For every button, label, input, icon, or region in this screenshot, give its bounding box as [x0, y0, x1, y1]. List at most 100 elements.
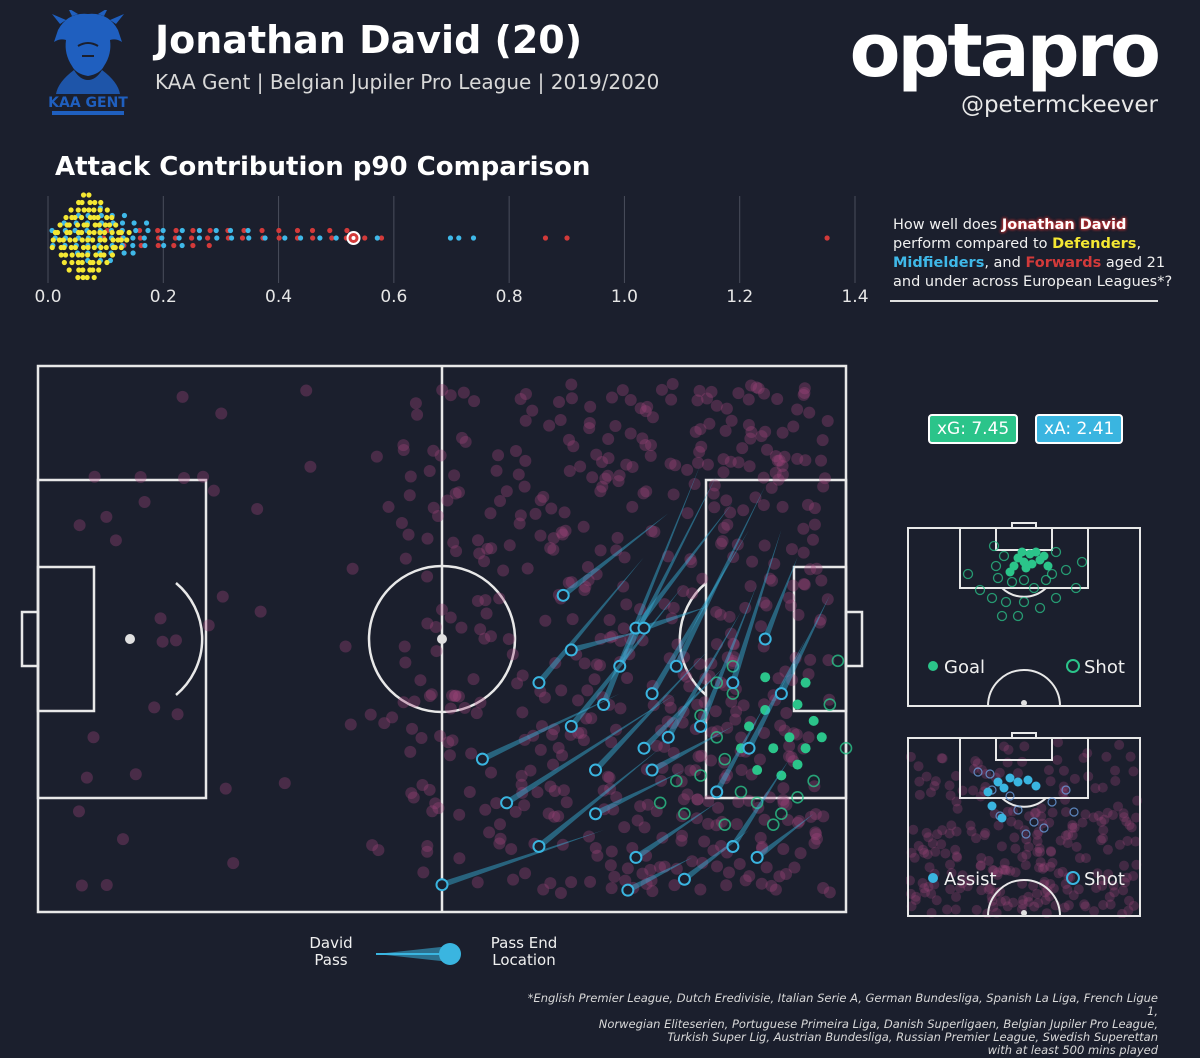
swarm-point — [190, 227, 196, 234]
mini-touch-point — [975, 860, 986, 871]
touch-point — [666, 716, 679, 729]
goal-point — [776, 770, 787, 781]
touch-point — [667, 746, 680, 759]
swarm-point — [124, 237, 130, 243]
touch-point — [395, 516, 408, 529]
mini-touch-point — [996, 841, 1007, 852]
touch-point — [694, 423, 707, 436]
tick-label: 0.8 — [496, 287, 523, 307]
divider — [890, 300, 1158, 302]
mini-assist-point — [997, 813, 1007, 823]
touch-point — [720, 494, 733, 507]
touch-point — [612, 475, 625, 488]
touch-point — [641, 400, 654, 413]
touch-point — [730, 705, 743, 718]
mini-touch-point — [1045, 861, 1056, 872]
touch-point — [484, 507, 497, 520]
mini-touch-point — [1034, 846, 1045, 857]
touch-point — [644, 439, 657, 452]
touch-point — [109, 534, 122, 547]
touch-point — [755, 620, 768, 633]
swarm-point — [91, 229, 97, 236]
mini-touch-point — [1057, 866, 1068, 877]
mini-touch-point — [1034, 843, 1045, 854]
mini-assist-point — [1005, 773, 1015, 783]
mini-touch-point — [921, 827, 932, 838]
touch-point — [608, 870, 621, 883]
touch-point — [617, 580, 630, 593]
swarm-point — [131, 220, 137, 226]
touch-point — [636, 432, 649, 445]
touch-point — [492, 449, 505, 462]
touch-point — [823, 886, 836, 899]
mini-touch-point — [1068, 890, 1079, 901]
touch-point — [72, 805, 85, 818]
touch-point — [594, 485, 607, 498]
mini-touch-point — [923, 881, 934, 892]
touch-point — [596, 480, 609, 493]
pass-line — [561, 513, 669, 598]
pass-end-point — [694, 719, 708, 733]
mini-touch-point — [1055, 835, 1066, 846]
touch-point — [590, 658, 603, 671]
pass-end-point — [710, 785, 724, 799]
touch-point — [714, 608, 727, 621]
mini-touch-point — [945, 859, 956, 870]
mini-touch-point — [1036, 811, 1047, 822]
pass-line — [755, 813, 814, 860]
mini-touch-point — [924, 862, 935, 873]
touch-point — [604, 859, 617, 872]
swarm-point — [104, 214, 110, 221]
touch-point — [681, 507, 694, 520]
touch-point — [596, 456, 609, 469]
touch-point — [575, 726, 588, 739]
touch-point — [512, 468, 525, 481]
touch-point — [669, 459, 682, 472]
touch-point — [432, 510, 445, 523]
touch-point — [821, 414, 834, 427]
swarm-point — [196, 235, 203, 241]
touch-point — [705, 657, 718, 670]
touch-point — [759, 425, 772, 438]
touch-point — [427, 501, 440, 514]
pass-end-point — [637, 741, 651, 755]
touch-point — [813, 616, 826, 629]
touch-point — [366, 839, 379, 852]
question-part: , and — [984, 255, 1026, 271]
swarm-point — [81, 207, 87, 213]
touch-point — [483, 826, 496, 839]
page-title: Jonathan David (20) — [155, 18, 583, 62]
touch-point — [717, 453, 730, 466]
goal-point — [808, 715, 819, 726]
mini-touch-point — [1113, 801, 1124, 812]
pass-line — [714, 704, 766, 794]
touch-point — [578, 657, 591, 670]
mini-touch-point — [1002, 901, 1013, 912]
touch-point — [176, 390, 189, 403]
touch-point — [594, 632, 607, 645]
touch-point — [724, 455, 737, 468]
mini-touch-point — [1126, 822, 1137, 833]
touch-point — [449, 487, 462, 500]
mini-touch-point — [1010, 867, 1021, 878]
touch-point — [386, 711, 399, 724]
pass-line — [441, 830, 604, 888]
touch-point — [808, 837, 821, 850]
swarm-point — [456, 235, 462, 241]
touch-point — [671, 638, 684, 651]
pass-line — [730, 759, 790, 849]
mini-touch-point — [1017, 899, 1028, 910]
mini-touch-point — [1125, 751, 1136, 762]
touch-point — [794, 847, 807, 860]
touch-point — [557, 784, 570, 797]
touch-point — [815, 454, 828, 467]
touch-point — [708, 479, 721, 492]
touch-point — [715, 537, 728, 550]
touch-point — [661, 715, 674, 728]
touch-point — [810, 828, 823, 841]
pass-legend-right-line2: Location — [492, 951, 556, 969]
mini-touch-point — [1019, 741, 1030, 752]
touch-point — [708, 501, 721, 514]
mini-touch-point — [1063, 829, 1074, 840]
touch-point — [603, 614, 616, 627]
